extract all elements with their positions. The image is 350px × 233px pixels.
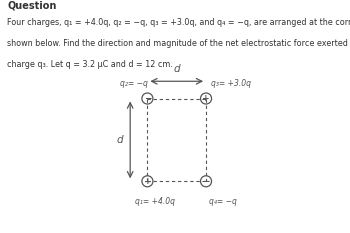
- Text: q₄= −q: q₄= −q: [210, 197, 237, 206]
- Text: d: d: [173, 64, 180, 74]
- Text: −: −: [202, 177, 210, 186]
- Text: Question: Question: [7, 0, 56, 10]
- Text: q₂= −q: q₂= −q: [120, 79, 148, 88]
- Text: shown below. Find the direction and magnitude of the net electrostatic force exe: shown below. Find the direction and magn…: [7, 39, 350, 48]
- Text: d: d: [117, 135, 123, 145]
- Text: Four charges, q₁ = +4.0q, q₂ = −q, q₃ = +3.0q, and q₄ = −q, are arranged at the : Four charges, q₁ = +4.0q, q₂ = −q, q₃ = …: [7, 18, 350, 27]
- Text: +: +: [202, 94, 210, 103]
- Text: charge q₃. Let q = 3.2 μC and d = 12 cm.: charge q₃. Let q = 3.2 μC and d = 12 cm.: [7, 60, 173, 69]
- Text: −: −: [144, 94, 151, 103]
- Text: q₁= +4.0q: q₁= +4.0q: [135, 197, 175, 206]
- Text: q₃= +3.0q: q₃= +3.0q: [211, 79, 251, 88]
- Text: +: +: [144, 177, 151, 186]
